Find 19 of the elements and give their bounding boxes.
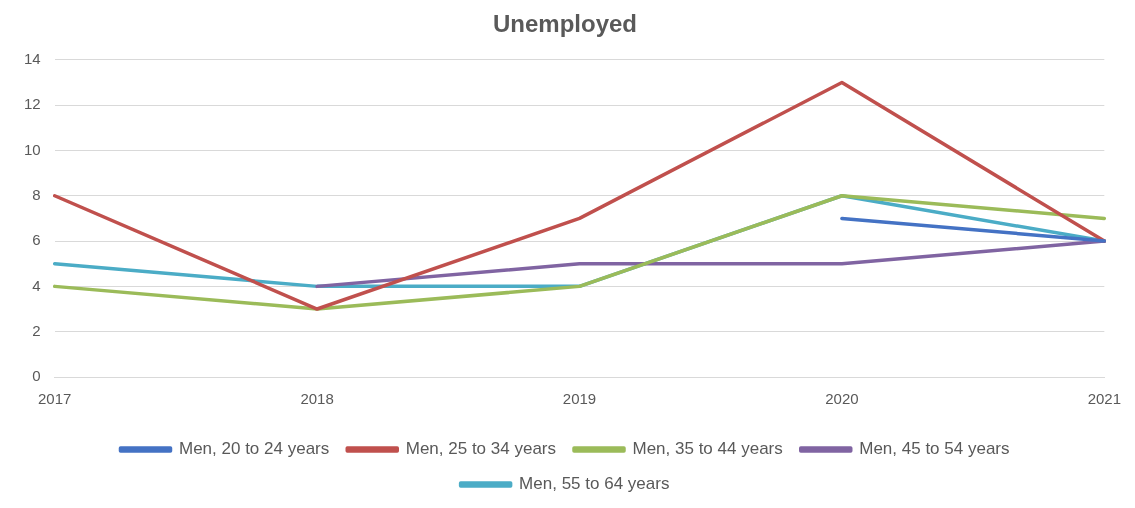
y-tick-label: 0 [32, 367, 41, 385]
y-tick-label: 12 [24, 95, 41, 113]
x-tick-label: 2019 [562, 390, 597, 408]
x-tick-label: 2021 [1087, 390, 1121, 408]
legend-label: Men, 45 to 54 years [859, 439, 1010, 459]
x-tick-label: 2017 [38, 390, 72, 408]
y-tick-label: 10 [24, 140, 41, 158]
y-tick-label: 8 [32, 185, 41, 203]
y-tick-label: 4 [32, 276, 41, 294]
y-tick-label: 14 [24, 49, 41, 67]
legend-label: Men, 25 to 34 years [405, 439, 557, 459]
y-tick-label: 6 [32, 231, 41, 249]
legend-label: Men, 55 to 64 years [519, 474, 670, 494]
legend-label: Men, 35 to 44 years [632, 439, 783, 459]
x-tick-label: 2020 [825, 390, 859, 408]
chart-title: Unemployed [492, 10, 638, 38]
x-tick-label: 2018 [300, 390, 334, 408]
y-tick-label: 2 [32, 321, 41, 339]
legend-label: Men, 20 to 24 years [179, 439, 330, 459]
